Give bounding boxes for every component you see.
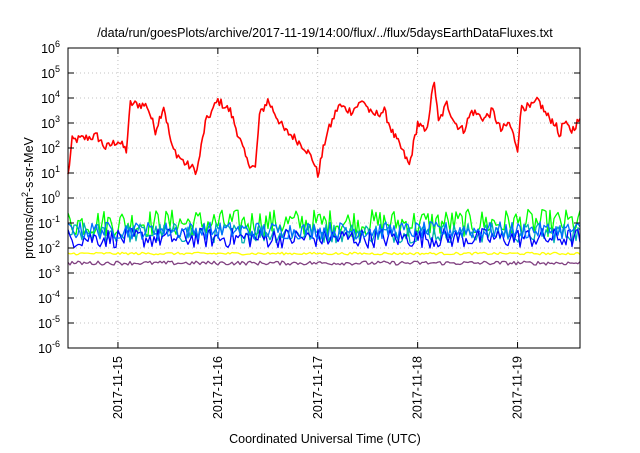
chart-title: /data/run/goesPlots/archive/2017-11-19/1…: [97, 26, 553, 40]
x-tick-label: 2017-11-17: [311, 356, 325, 419]
plot-frame: [67, 47, 581, 349]
series-line-4: [67, 221, 581, 240]
series-line-6: [67, 260, 581, 266]
y-tick-label: 105: [41, 64, 60, 81]
series-lines: [67, 81, 581, 266]
y-tick-label: 103: [41, 114, 60, 131]
y-tick-label: 100: [41, 189, 60, 206]
y-tick-label: 10-3: [38, 264, 60, 281]
y-tick-label: 10-5: [38, 314, 60, 331]
x-tick-label: 2017-11-18: [411, 356, 425, 419]
y-tick-label: 102: [41, 139, 60, 156]
axes: 10-6 10-5 10-4 10-3 10-2 10-1 100 101 102 103 104 1…: [38, 39, 581, 419]
series-line-1: [67, 208, 581, 238]
y-tick-label: 101: [41, 164, 60, 181]
y-axis-label: protons/cm2-s-sr-MeV: [20, 136, 36, 258]
y-tick-label: 106: [41, 39, 60, 56]
x-axis-label: Coordinated Universal Time (UTC): [229, 432, 421, 446]
y-tick-label: 10-4: [38, 289, 60, 306]
x-tick-label: 2017-11-15: [111, 356, 125, 419]
series-line-0: [67, 81, 581, 178]
grid-lines: [68, 48, 580, 348]
series-line-5: [67, 251, 581, 256]
y-tick-label: 10-1: [38, 214, 60, 231]
y-tick-label: 104: [41, 89, 60, 106]
y-tick-label: 10-6: [38, 339, 60, 356]
y-tick-label: 10-2: [38, 239, 60, 256]
x-tick-label: 2017-11-19: [511, 356, 525, 419]
x-tick-label: 2017-11-16: [211, 356, 225, 419]
